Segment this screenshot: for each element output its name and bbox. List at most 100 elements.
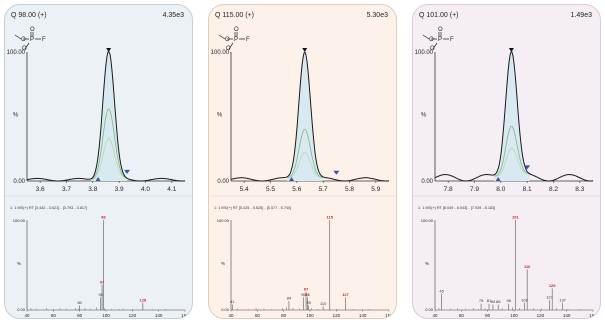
peak-label: 128	[140, 297, 147, 302]
x-tick-label: 3.8	[88, 186, 97, 193]
atom-o: O	[21, 37, 26, 43]
integration-marker-icon	[289, 177, 295, 181]
x-tick-label: 8.2	[549, 186, 558, 193]
x-tick-label: 100	[510, 313, 518, 318]
y-tick-label: 0.00	[17, 307, 26, 312]
x-tick-label: 120	[129, 313, 137, 318]
chromatogram-trace	[434, 51, 594, 182]
y-axis-label: %	[17, 261, 21, 266]
atom-p: P	[438, 37, 442, 43]
y-tick-label: 0.00	[221, 307, 230, 312]
x-tick-label: 80	[485, 313, 491, 318]
peak-label: 81	[487, 298, 492, 303]
y-tick-label: 0.00	[217, 179, 229, 185]
y-tick-label: 100.00	[421, 218, 434, 223]
peak-label: 137	[559, 297, 566, 302]
peak-area	[91, 52, 128, 181]
peak-label: 45	[439, 288, 444, 293]
integration-marker-icon	[495, 177, 501, 181]
y-tick-label: 0.00	[421, 179, 433, 185]
peak-label: 98	[305, 292, 310, 297]
x-tick-label: 60	[51, 313, 57, 318]
x-tick-label: 160	[589, 313, 597, 318]
atom-o3: O	[430, 46, 435, 52]
bond-lines	[218, 32, 245, 50]
atom-f: F	[246, 37, 250, 43]
atom-p: P	[30, 37, 34, 43]
atom-f: F	[450, 37, 454, 43]
panel-intensity: 5.30e3	[366, 12, 388, 19]
secondary-trace	[287, 152, 324, 179]
x-tick-label: 5.6	[292, 186, 301, 193]
y-tick-label: 100.00	[217, 218, 230, 223]
peak-label: 115	[327, 215, 334, 220]
peak-label: 98	[101, 215, 106, 220]
peak-label: 127	[342, 292, 349, 297]
peak-label: 96	[99, 292, 104, 297]
y-tick-label: 100.00	[211, 50, 230, 56]
peak-label: 110	[320, 301, 327, 306]
x-tick-label: 60	[459, 313, 465, 318]
x-tick-label: 160	[181, 313, 189, 318]
peak-label: 101	[512, 215, 519, 220]
panel-q101: Q 101.00 (+) 1.49e3 O P O F O 100.00 0.00% 7.8 7…	[412, 4, 601, 319]
peak-label: 84	[287, 296, 292, 301]
x-tick-label: 8.1	[523, 186, 532, 193]
y-tick-label: 0.00	[425, 307, 434, 312]
atom-o: O	[429, 37, 434, 43]
atom-o3: O	[22, 46, 27, 52]
chromatogram-trace	[230, 51, 390, 182]
x-tick-label: 40	[24, 313, 30, 318]
y-axis-label: %	[217, 113, 223, 119]
secondary-trace	[287, 128, 324, 178]
x-tick-label: 40	[432, 313, 438, 318]
molecule-structure-icon: O PO F O	[422, 27, 454, 52]
peak-label: 97	[100, 279, 105, 284]
integration-marker-icon	[124, 169, 131, 174]
panel-title: Q 101.00 (+)	[419, 12, 459, 19]
peak-label: 99	[306, 300, 311, 305]
x-tick-label: 7.9	[470, 186, 479, 193]
x-tick-label: 8.0	[496, 186, 505, 193]
panel-q115: Q 115.00 (+) 5.30e3 O P O F O 100.00 0.00% 5.4 5…	[208, 4, 397, 319]
x-tick-label: 4.0	[141, 186, 150, 193]
x-tick-label: 4.1	[167, 186, 176, 193]
x-tick-label: 40	[228, 313, 234, 318]
x-tick-label: 120	[537, 313, 545, 318]
spectrum-header: 1: 1 MS(+) RT [8.049 - 8.043] - [7.939 -…	[418, 206, 495, 210]
atom-o3: O	[226, 46, 231, 52]
secondary-trace	[493, 125, 531, 177]
x-tick-label: 7.8	[444, 186, 453, 193]
x-tick-label: 3.9	[115, 186, 124, 193]
panel-intensity: 4.35e3	[162, 12, 184, 19]
atom-o2: O	[30, 27, 35, 33]
secondary-trace	[91, 138, 128, 181]
panel-intensity: 1.49e3	[570, 12, 592, 19]
x-tick-label: 140	[359, 313, 367, 318]
molecule-structure-icon: O PO F O	[218, 27, 250, 52]
x-tick-label: 120	[333, 313, 341, 318]
y-axis-label: %	[221, 261, 225, 266]
integration-marker-icon	[95, 177, 101, 181]
x-tick-label: 100	[102, 313, 110, 318]
x-tick-label: 140	[155, 313, 163, 318]
apex-marker-icon	[508, 48, 514, 52]
peak-label: 95	[301, 292, 306, 297]
x-tick-label: 60	[255, 313, 261, 318]
spectrum-header: 1: 1 MS(+) RT [3.442 - 3.621] - [3.793 -…	[10, 206, 87, 210]
x-tick-label: 8.3	[575, 186, 584, 193]
x-tick-label: 5.4	[240, 186, 249, 193]
y-tick-label: 100.00	[415, 50, 434, 56]
x-tick-label: 5.9	[371, 186, 380, 193]
x-tick-label: 80	[281, 313, 287, 318]
peak-label: 127	[546, 295, 553, 300]
x-tick-label: 80	[77, 313, 83, 318]
peak-label: 97	[304, 287, 309, 292]
secondary-trace	[91, 108, 128, 180]
x-tick-label: 5.5	[266, 186, 275, 193]
peak-label: 129	[549, 283, 556, 288]
y-axis-label: %	[421, 113, 427, 119]
x-tick-label: 140	[563, 313, 571, 318]
